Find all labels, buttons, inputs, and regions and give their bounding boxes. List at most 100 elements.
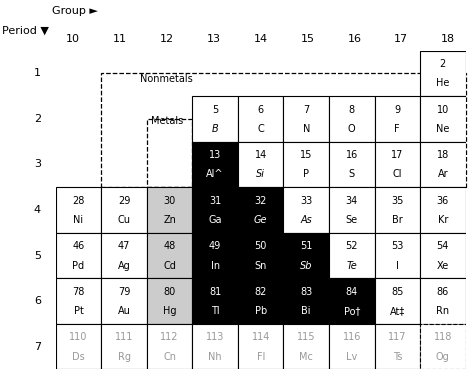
- Bar: [420, 278, 465, 324]
- Text: Si: Si: [256, 170, 265, 180]
- Text: 50: 50: [255, 242, 267, 251]
- Bar: [420, 96, 465, 142]
- Bar: [374, 96, 420, 142]
- Text: 14: 14: [254, 34, 268, 45]
- Bar: [147, 324, 192, 369]
- Text: 81: 81: [209, 287, 221, 297]
- Text: 53: 53: [391, 242, 403, 251]
- Text: 78: 78: [73, 287, 85, 297]
- Text: 79: 79: [118, 287, 130, 297]
- Text: Mc: Mc: [299, 352, 313, 362]
- Bar: [283, 96, 329, 142]
- Text: 115: 115: [297, 333, 316, 342]
- Text: Au: Au: [118, 306, 130, 316]
- Text: C: C: [257, 124, 264, 134]
- Text: Fl: Fl: [256, 352, 265, 362]
- Text: Lv: Lv: [346, 352, 357, 362]
- Bar: [374, 278, 420, 324]
- Bar: [192, 187, 238, 233]
- Bar: [192, 142, 238, 187]
- Text: B: B: [212, 124, 219, 134]
- Text: 10: 10: [66, 34, 80, 45]
- Bar: [192, 278, 238, 324]
- Bar: [283, 278, 329, 324]
- Text: 4: 4: [34, 205, 41, 215]
- Text: 85: 85: [391, 287, 403, 297]
- Text: Se: Se: [346, 215, 358, 225]
- Bar: [238, 233, 283, 278]
- Bar: [238, 142, 283, 187]
- Bar: [192, 324, 238, 369]
- Text: 6: 6: [34, 296, 41, 306]
- Text: 83: 83: [300, 287, 312, 297]
- Text: 16: 16: [346, 150, 358, 160]
- Text: F: F: [394, 124, 400, 134]
- Text: Cn: Cn: [163, 352, 176, 362]
- Text: 14: 14: [255, 150, 267, 160]
- Bar: [238, 187, 283, 233]
- Text: 46: 46: [73, 242, 85, 251]
- Text: Cd: Cd: [163, 261, 176, 270]
- Text: Ni: Ni: [73, 215, 83, 225]
- Text: 6: 6: [258, 105, 264, 115]
- Text: Sn: Sn: [255, 261, 267, 270]
- Text: 16: 16: [347, 34, 362, 45]
- Text: 17: 17: [394, 34, 409, 45]
- Bar: [101, 187, 147, 233]
- Text: In: In: [210, 261, 220, 270]
- Bar: [101, 74, 465, 187]
- Text: 36: 36: [437, 196, 449, 206]
- Bar: [56, 233, 101, 278]
- Bar: [238, 278, 283, 324]
- Bar: [56, 278, 101, 324]
- Text: Br: Br: [392, 215, 403, 225]
- Bar: [420, 324, 465, 369]
- Text: Metals: Metals: [151, 116, 183, 126]
- Text: 47: 47: [118, 242, 130, 251]
- Text: Cl: Cl: [392, 170, 402, 180]
- Text: Og: Og: [436, 352, 450, 362]
- Text: He: He: [436, 78, 449, 88]
- Bar: [147, 187, 192, 233]
- Text: 31: 31: [209, 196, 221, 206]
- Text: Ar: Ar: [438, 170, 448, 180]
- Text: Bi: Bi: [301, 306, 311, 316]
- Text: Te: Te: [346, 261, 357, 270]
- Text: S: S: [349, 170, 355, 180]
- Text: 113: 113: [206, 333, 224, 342]
- Bar: [101, 278, 147, 324]
- Bar: [56, 324, 101, 369]
- Text: O: O: [348, 124, 356, 134]
- Bar: [329, 96, 374, 142]
- Text: Rn: Rn: [436, 306, 449, 316]
- Text: 51: 51: [300, 242, 312, 251]
- Bar: [238, 324, 283, 369]
- Text: Ds: Ds: [72, 352, 85, 362]
- Text: 15: 15: [301, 34, 315, 45]
- Text: Pd: Pd: [73, 261, 85, 270]
- Text: N: N: [302, 124, 310, 134]
- Bar: [329, 278, 374, 324]
- Text: 17: 17: [391, 150, 403, 160]
- Text: 18: 18: [441, 34, 455, 45]
- Text: Cu: Cu: [118, 215, 131, 225]
- Bar: [329, 324, 374, 369]
- Text: 84: 84: [346, 287, 358, 297]
- Text: Tl: Tl: [211, 306, 219, 316]
- Text: 13: 13: [207, 34, 221, 45]
- Text: 80: 80: [164, 287, 176, 297]
- Text: 116: 116: [343, 333, 361, 342]
- Bar: [283, 187, 329, 233]
- Text: 5: 5: [212, 105, 219, 115]
- Text: 29: 29: [118, 196, 130, 206]
- Bar: [420, 187, 465, 233]
- Text: Po†: Po†: [344, 306, 360, 316]
- Bar: [238, 96, 283, 142]
- Bar: [101, 233, 147, 278]
- Text: P: P: [303, 170, 309, 180]
- Text: As: As: [301, 215, 312, 225]
- Text: 9: 9: [394, 105, 401, 115]
- Bar: [147, 278, 192, 324]
- Text: Nonmetals: Nonmetals: [140, 74, 193, 84]
- Text: 3: 3: [34, 159, 41, 170]
